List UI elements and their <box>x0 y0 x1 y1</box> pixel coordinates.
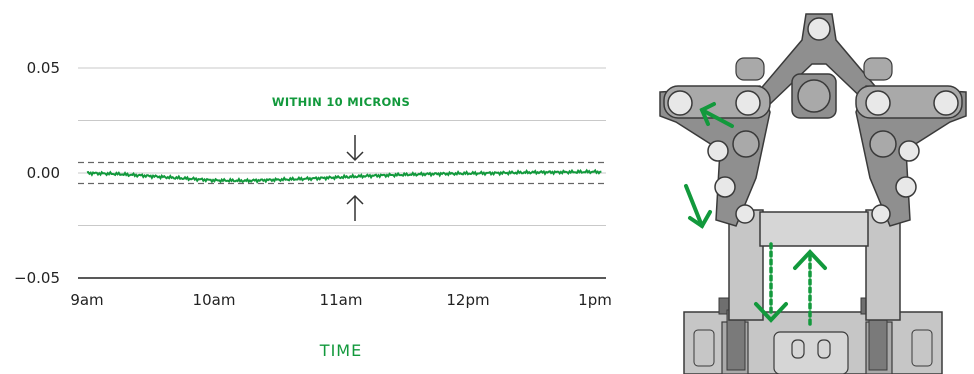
joint <box>869 130 897 158</box>
x-tick-label: 11am <box>320 291 363 309</box>
x-tick-label: 12pm <box>446 291 489 309</box>
line-chart: 0.05 0.00 −0.05 9am 10am 11am 12pm 1pm TIME WI… <box>14 59 612 360</box>
joint <box>732 130 760 158</box>
center-knob <box>791 73 837 119</box>
right-cap <box>863 57 893 81</box>
joint <box>667 90 693 116</box>
x-tick-label: 1pm <box>578 291 612 309</box>
arrow-up-left-icon <box>699 102 734 128</box>
series-line <box>86 168 602 184</box>
annotation-label: WITHIN 10 MICRONS <box>272 95 410 109</box>
joint <box>933 90 959 116</box>
joint <box>895 176 917 198</box>
joint <box>735 90 761 116</box>
left-column <box>728 209 764 321</box>
y-tick-label: 0.00 <box>27 164 60 182</box>
annotation-arrows <box>346 135 364 221</box>
x-tick-label: 9am <box>70 291 103 309</box>
dotted-arrow-up-icon <box>793 249 827 326</box>
cross-bar <box>759 211 869 247</box>
arrow-down-right-icon <box>684 184 712 229</box>
right-column <box>865 209 901 321</box>
gripper-illustration <box>659 13 967 374</box>
left-cap <box>735 57 765 81</box>
joint <box>807 17 831 41</box>
y-tick-label: 0.05 <box>27 59 60 77</box>
joint <box>735 204 755 224</box>
joints <box>667 17 959 224</box>
dotted-arrow-down-icon <box>754 242 788 323</box>
down-arrow-icon <box>346 135 364 162</box>
motion-arrows <box>684 102 827 326</box>
up-arrow-icon <box>346 194 364 221</box>
grid-lines <box>78 67 606 279</box>
x-axis-label: TIME <box>319 341 362 360</box>
joint <box>898 140 920 162</box>
gripper-base <box>683 311 943 374</box>
joint <box>865 90 891 116</box>
y-axis-ticks: 0.05 0.00 −0.05 <box>14 59 60 287</box>
top-lifter <box>756 13 882 106</box>
joint <box>714 176 736 198</box>
x-tick-label: 10am <box>193 291 236 309</box>
y-tick-label: −0.05 <box>14 269 60 287</box>
x-axis-ticks: 9am 10am 11am 12pm 1pm <box>70 291 612 309</box>
joint <box>871 204 891 224</box>
joint <box>707 140 729 162</box>
tolerance-band <box>78 161 606 185</box>
